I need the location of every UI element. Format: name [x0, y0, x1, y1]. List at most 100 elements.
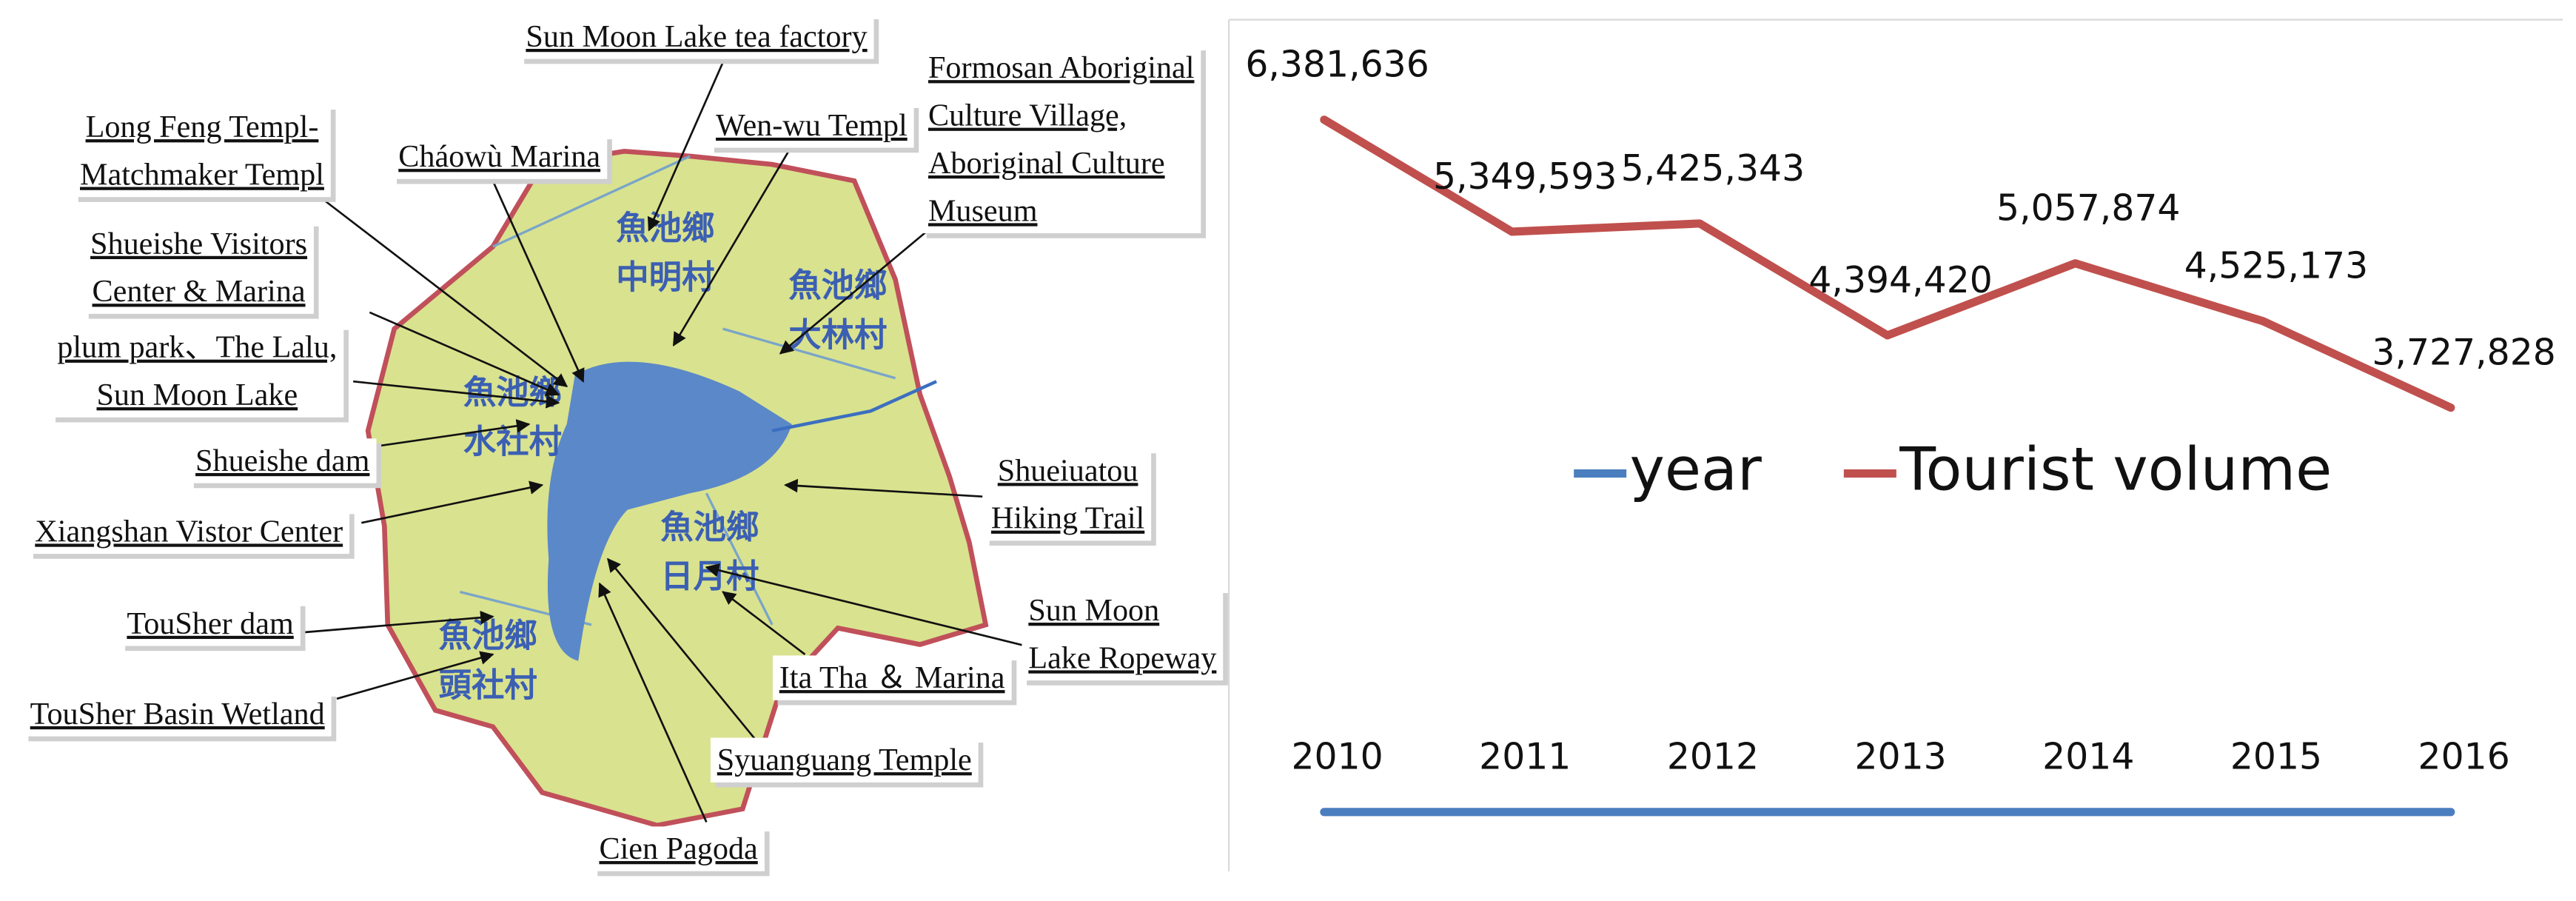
- map-label-text: Museum: [928, 193, 1038, 228]
- place-name: 中明村: [616, 259, 714, 297]
- label-box: [772, 655, 1012, 700]
- arrow: [369, 311, 560, 396]
- map-label-text: Shueishe dam: [195, 443, 370, 478]
- map-label-text: Long Feng Templ-: [86, 110, 319, 144]
- label-box: [73, 104, 331, 198]
- label-box: [392, 134, 608, 179]
- arrow: [779, 229, 929, 355]
- map-label-text: Wen-wu Templ: [716, 108, 908, 143]
- map-label-text: Xiangshan Vistor Center: [35, 514, 343, 549]
- place-name: 魚池鄉: [660, 509, 759, 546]
- map-label-text: Hiking Trail: [991, 501, 1144, 536]
- map-label: Long Feng Templ- Matchmaker Templ: [73, 104, 336, 202]
- label-box: [23, 691, 332, 737]
- map-label: Ita Tha ＆ Marina: [772, 655, 1017, 706]
- arrow: [336, 651, 494, 700]
- arrow: [319, 196, 568, 388]
- map-label-text: Aboriginal Culture: [928, 146, 1165, 181]
- arrows: [295, 61, 1027, 823]
- arrow: [722, 591, 806, 655]
- map-label: Sun Moon Lake tea factory: [519, 14, 879, 64]
- data-label: 4,394,420: [1808, 259, 1992, 301]
- map: [365, 148, 989, 828]
- arrow: [705, 563, 1027, 648]
- map-label-text: TouSher dam: [127, 606, 294, 641]
- arrow: [369, 419, 531, 449]
- river: [771, 380, 937, 433]
- label-box: [710, 737, 979, 783]
- data-label: 2011: [1479, 736, 1571, 778]
- place-name: 魚池鄉: [439, 617, 537, 655]
- map-label: Shueishe dam: [189, 438, 382, 489]
- legend-label: Tourist volume: [1899, 435, 2332, 504]
- line-chart: 2010 2011 2012 2013 2014 2015 2016 6,381,636 5,3…: [1227, 19, 2563, 872]
- legend-label: year: [1630, 435, 1762, 504]
- place-name: 魚池鄉: [616, 210, 714, 247]
- arrow: [784, 478, 983, 498]
- arrow: [492, 180, 585, 383]
- data-label: 2013: [1854, 736, 1946, 778]
- map-label-text: Shueishe Visitors: [90, 227, 307, 261]
- map-label-text: Formosan Aboriginal: [928, 50, 1195, 85]
- map-boundary: [460, 155, 896, 626]
- place-name: 魚池鄉: [788, 267, 887, 305]
- data-label: 2010: [1291, 736, 1383, 778]
- map-label-text: Sun Moon: [1028, 593, 1159, 628]
- data-label: 3,727,828: [2372, 332, 2555, 374]
- label-box: [84, 221, 314, 314]
- map-label-text: Cien Pagoda: [599, 831, 758, 866]
- map-label: Shueishe Visitors Center & Marina: [84, 221, 319, 319]
- map-label-text: Cháowù Marina: [398, 139, 600, 174]
- map-label: Shueiuatou Hiking Trail: [985, 448, 1156, 546]
- data-label: 2012: [1667, 736, 1759, 778]
- map-label: Formosan Aboriginal Culture Village, Abori…: [922, 45, 1207, 238]
- map-label: TouSher dam: [120, 601, 306, 652]
- data-label: 5,349,593: [1433, 155, 1617, 198]
- map-label-text: Shueiuatou: [998, 453, 1138, 488]
- label-box: [189, 438, 377, 483]
- map-label: Sun Moon Lake Ropeway: [1022, 588, 1228, 686]
- place-name: 頭社村: [439, 666, 537, 704]
- label-box: [120, 601, 301, 646]
- data-label: 5,057,874: [1996, 187, 2180, 230]
- map-label: Cháowù Marina: [392, 134, 612, 184]
- label-box: [519, 14, 874, 59]
- map-label: Xiangshan Vistor Center: [28, 509, 355, 559]
- arrow: [606, 557, 757, 741]
- place-name: 魚池鄉: [463, 374, 562, 412]
- map-label: plum park、The Lalu, Sun Moon Lake: [50, 325, 349, 423]
- label-box: [709, 103, 914, 148]
- place-name: 水社村: [463, 423, 562, 461]
- arrow: [295, 610, 494, 634]
- data-label: 2015: [2230, 736, 2322, 778]
- data-label: 6,381,636: [1245, 44, 1429, 86]
- label-box: [28, 509, 350, 555]
- map-label-text: Syuanguang Temple: [717, 743, 972, 777]
- map-label-text: Ita Tha ＆ Marina: [779, 660, 1005, 695]
- label-box: [592, 826, 765, 871]
- map-label-text: Sun Moon Lake tea factory: [526, 19, 867, 54]
- map-labels: Sun Moon Lake tea factory Formosan Aborig…: [23, 14, 1228, 877]
- label-box: [50, 325, 344, 418]
- map-label: Wen-wu Templ: [709, 103, 919, 153]
- map-label: Syuanguang Temple: [710, 737, 984, 788]
- label-box: [922, 45, 1201, 234]
- arrow: [647, 61, 724, 232]
- arrow: [353, 380, 560, 409]
- map-label-text: Sun Moon Lake: [96, 378, 298, 412]
- arrow: [360, 480, 544, 524]
- data-label: 5,425,343: [1621, 147, 1805, 190]
- map-label-text: Matchmaker Templ: [80, 158, 324, 192]
- map-label-text: TouSher Basin Wetland: [30, 697, 325, 731]
- data-label: 2016: [2418, 736, 2510, 778]
- place-name: 大林村: [788, 316, 887, 354]
- map-label-text: Center & Marina: [93, 274, 306, 309]
- map-label-text: plum park、The Lalu,: [57, 330, 337, 365]
- label-box: [985, 448, 1152, 541]
- arrow: [598, 582, 708, 823]
- series-line: [1320, 115, 2455, 412]
- label-box: [1022, 588, 1224, 681]
- data-label: 4,525,173: [2184, 245, 2368, 287]
